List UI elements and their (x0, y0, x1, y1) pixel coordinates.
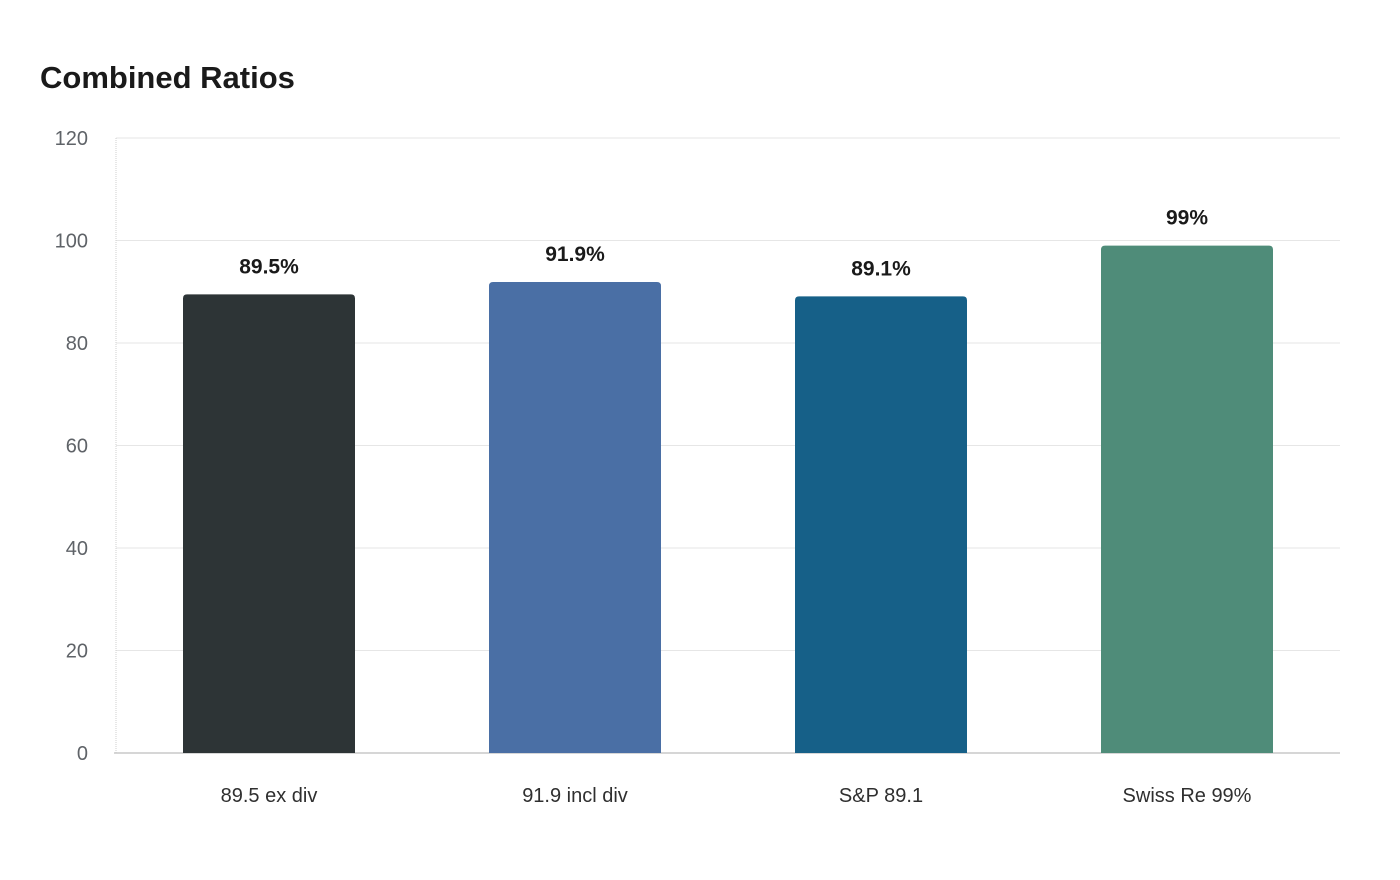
y-tick-label: 60 (66, 436, 88, 458)
bar-value-label: 89.1% (851, 257, 911, 280)
y-tick-label: 0 (77, 743, 88, 765)
labels: 0 20 40 60 80 100 120 89.5% 89.5 ex div 91.9% 91.9… (55, 128, 1252, 807)
x-category-label: Swiss Re 99% (1123, 785, 1252, 807)
bar (795, 296, 967, 753)
y-tick-label: 20 (66, 641, 88, 663)
bars (183, 245, 1273, 753)
bar (489, 282, 661, 753)
y-tick-label: 100 (55, 231, 88, 253)
x-category-label: 89.5 ex div (221, 785, 318, 807)
x-category-label: S&P 89.1 (839, 785, 923, 807)
y-tick-label: 80 (66, 333, 88, 355)
y-tick-label: 40 (66, 538, 88, 560)
bar-value-label: 91.9% (545, 243, 605, 266)
bar (1101, 245, 1273, 753)
x-category-label: 91.9 incl div (522, 785, 628, 807)
bar-value-label: 89.5% (239, 255, 299, 278)
bar (183, 294, 355, 753)
chart-title: Combined Ratios (40, 60, 295, 95)
y-tick-label: 120 (55, 128, 88, 150)
bar-value-label: 99% (1166, 207, 1208, 230)
